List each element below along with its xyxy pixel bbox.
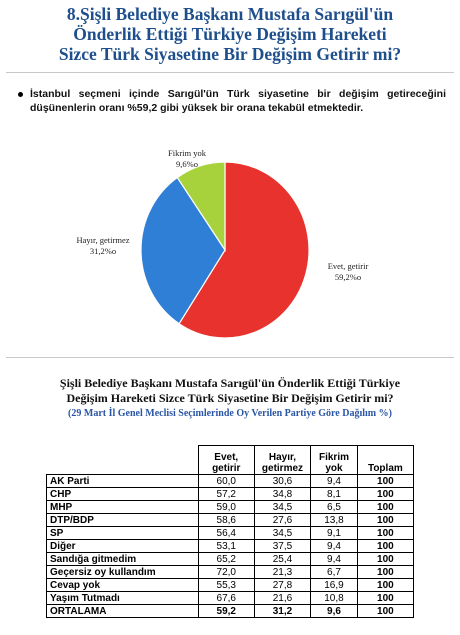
row-value: 100	[356, 552, 415, 566]
row-value: 21,6	[253, 591, 312, 605]
row-value: 9,4	[310, 539, 358, 553]
bullet-text: İstanbul seçmeni içinde Sarıgül'ün Türk …	[30, 88, 446, 114]
pie-label-fikrim-yok-name: Fikrim yok	[167, 148, 207, 158]
table-row: SP 56,4 34,5 9,1 100	[46, 526, 415, 540]
table-average-row: ORTALAMA 59,2 31,2 9,6 100	[46, 604, 415, 618]
row-value: 65,2	[197, 552, 255, 566]
pie-label-hayir: Hayır, getirmez 31,2%o	[74, 235, 132, 257]
row-value: 57,2	[197, 487, 255, 501]
table-title-line-2: Değişim Hareketi Sizce Türk Siyasetine B…	[66, 391, 394, 405]
row-value: 56,4	[197, 526, 255, 540]
pie-label-fikrim-yok-value: 9,6%o	[176, 159, 198, 169]
table-row: MHP 59,0 34,5 6,5 100	[46, 500, 415, 514]
row-value: 37,5	[253, 539, 312, 553]
header-fikrim-yok: Fikrim yok	[310, 445, 358, 475]
header-evet: Evet, getirir	[197, 445, 255, 475]
row-value: 9,4	[310, 552, 358, 566]
row-value: 21,3	[253, 565, 312, 579]
row-value: 100	[356, 513, 415, 527]
row-label: MHP	[46, 500, 199, 514]
row-value: 100	[356, 487, 415, 501]
pie-label-hayir-value: 31,2%o	[89, 246, 117, 256]
row-value: 60,0	[197, 474, 255, 488]
table-row: DTP/BDP 58,6 27,6 13,8 100	[46, 513, 415, 527]
row-label: ORTALAMA	[46, 604, 199, 618]
row-label: Diğer	[46, 539, 199, 553]
table-subtitle: (29 Mart İl Genel Meclisi Seçimlerinde O…	[68, 408, 392, 419]
pie-label-evet-value: 59,2%o	[334, 272, 362, 282]
row-value: 30,6	[253, 474, 312, 488]
divider	[6, 357, 454, 358]
table-row: Yaşım Tutmadı 67,6 21,6 10,8 100	[46, 591, 415, 605]
row-value: 67,6	[197, 591, 255, 605]
table-body: AK Parti 60,0 30,6 9,4 100 CHP 57,2 34,8 8,1 100 M…	[46, 474, 415, 618]
row-value: 10,8	[310, 591, 358, 605]
row-value: 13,8	[310, 513, 358, 527]
table-row: CHP 57,2 34,8 8,1 100	[46, 487, 415, 501]
row-value: 8,1	[310, 487, 358, 501]
row-value: 55,3	[197, 578, 255, 592]
data-table: Evet, getirir Hayır, getirmez Fikrim yok…	[46, 445, 415, 618]
pie-label-hayir-name: Hayır, getirmez	[76, 235, 130, 245]
pie-slice-fikrim-yok	[176, 161, 226, 253]
row-value: 31,2	[253, 604, 312, 618]
header-hayir: Hayır, getirmez	[253, 445, 312, 475]
bullet-icon	[18, 92, 23, 97]
row-value: 100	[356, 474, 415, 488]
row-value: 58,6	[197, 513, 255, 527]
divider	[6, 72, 454, 73]
row-value: 59,2	[197, 604, 255, 618]
bullet-paragraph: İstanbul seçmeni içinde Sarıgül'ün Türk …	[18, 87, 446, 115]
row-label: Yaşım Tutmadı	[46, 591, 199, 605]
row-value: 100	[356, 591, 415, 605]
row-value: 53,1	[197, 539, 255, 553]
table-header-row: Evet, getirir Hayır, getirmez Fikrim yok…	[46, 445, 415, 475]
title-line-1: 8.Şişli Belediye Başkanı Mustafa Sarıgül…	[66, 4, 394, 24]
row-value: 27,6	[253, 513, 312, 527]
pie-chart	[140, 161, 310, 339]
row-value: 9,6	[310, 604, 358, 618]
pie-slice-evet	[178, 161, 310, 339]
row-value: 100	[356, 578, 415, 592]
row-label: SP	[46, 526, 199, 540]
table-title-line-1: Şişli Belediye Başkanı Mustafa Sarıgül'ü…	[59, 376, 401, 390]
table-row: Geçersiz oy kullandım 72,0 21,3 6,7 100	[46, 565, 415, 579]
row-value: 34,8	[253, 487, 312, 501]
row-label: Sandığa gitmedim	[46, 552, 199, 566]
row-label: CHP	[46, 487, 199, 501]
row-label: Geçersiz oy kullandım	[46, 565, 199, 579]
pie-label-evet-name: Evet, getirir	[327, 261, 369, 271]
title-line-2: Önderlik Ettiği Türkiye Değişim Hareketi	[73, 24, 387, 44]
row-value: 100	[356, 539, 415, 553]
row-value: 72,0	[197, 565, 255, 579]
table-row: AK Parti 60,0 30,6 9,4 100	[46, 474, 415, 488]
table-row: Sandığa gitmedim 65,2 25,4 9,4 100	[46, 552, 415, 566]
row-value: 100	[356, 500, 415, 514]
table-row: Cevap yok 55,3 27,8 16,9 100	[46, 578, 415, 592]
row-value: 9,1	[310, 526, 358, 540]
row-value: 34,5	[253, 500, 312, 514]
pie-label-evet: Evet, getirir 59,2%o	[310, 261, 386, 283]
row-value: 9,4	[310, 474, 358, 488]
row-value: 100	[356, 604, 415, 618]
header-empty	[46, 445, 199, 475]
row-value: 16,9	[310, 578, 358, 592]
pie-label-fikrim-yok: Fikrim yok 9,6%o	[150, 148, 224, 170]
row-value: 6,5	[310, 500, 358, 514]
row-value: 59,0	[197, 500, 255, 514]
title-line-3: Sizce Türk Siyasetine Bir Değişim Getiri…	[58, 44, 402, 64]
row-value: 27,8	[253, 578, 312, 592]
row-value: 25,4	[253, 552, 312, 566]
pie-slice-hayir	[140, 176, 226, 325]
row-value: 100	[356, 565, 415, 579]
row-value: 6,7	[310, 565, 358, 579]
page-title: 8.Şişli Belediye Başkanı Mustafa Sarıgül…	[0, 4, 460, 64]
row-value: 100	[356, 526, 415, 540]
row-value: 34,5	[253, 526, 312, 540]
header-toplam: Toplam	[356, 445, 415, 475]
table-row: Diğer 53,1 37,5 9,4 100	[46, 539, 415, 553]
row-label: AK Parti	[46, 474, 199, 488]
row-label: DTP/BDP	[46, 513, 199, 527]
row-label: Cevap yok	[46, 578, 199, 592]
